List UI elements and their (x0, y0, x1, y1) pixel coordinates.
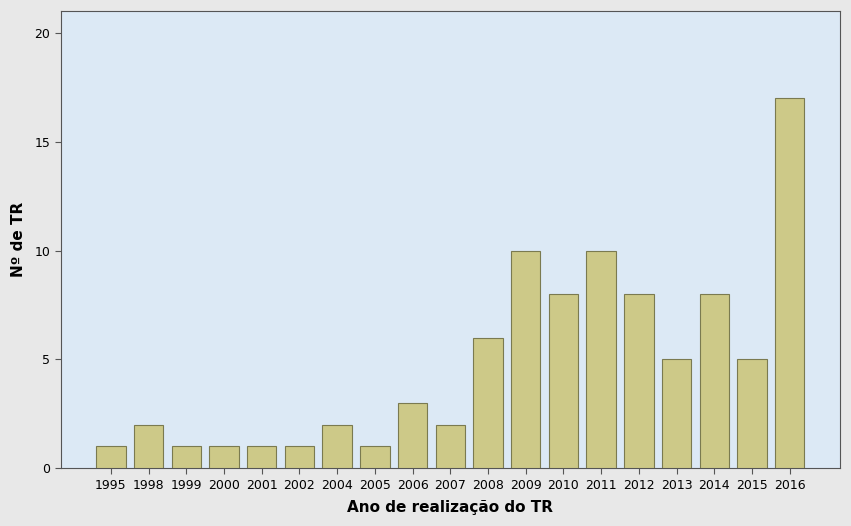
Bar (511, 250, 540, 468)
Bar (473, 338, 503, 468)
Bar (96, 447, 126, 468)
Bar (172, 447, 201, 468)
Y-axis label: Nº de TR: Nº de TR (11, 202, 26, 277)
Bar (398, 403, 427, 468)
Bar (549, 294, 578, 468)
Bar (586, 250, 616, 468)
X-axis label: Ano de realização do TR: Ano de realização do TR (347, 500, 553, 515)
Bar (209, 447, 239, 468)
Bar (662, 359, 691, 468)
Bar (285, 447, 314, 468)
Bar (247, 447, 277, 468)
Bar (737, 359, 767, 468)
Bar (360, 447, 390, 468)
Bar (134, 424, 163, 468)
Bar (323, 424, 351, 468)
Bar (700, 294, 729, 468)
Bar (775, 98, 804, 468)
Bar (436, 424, 465, 468)
Bar (624, 294, 654, 468)
